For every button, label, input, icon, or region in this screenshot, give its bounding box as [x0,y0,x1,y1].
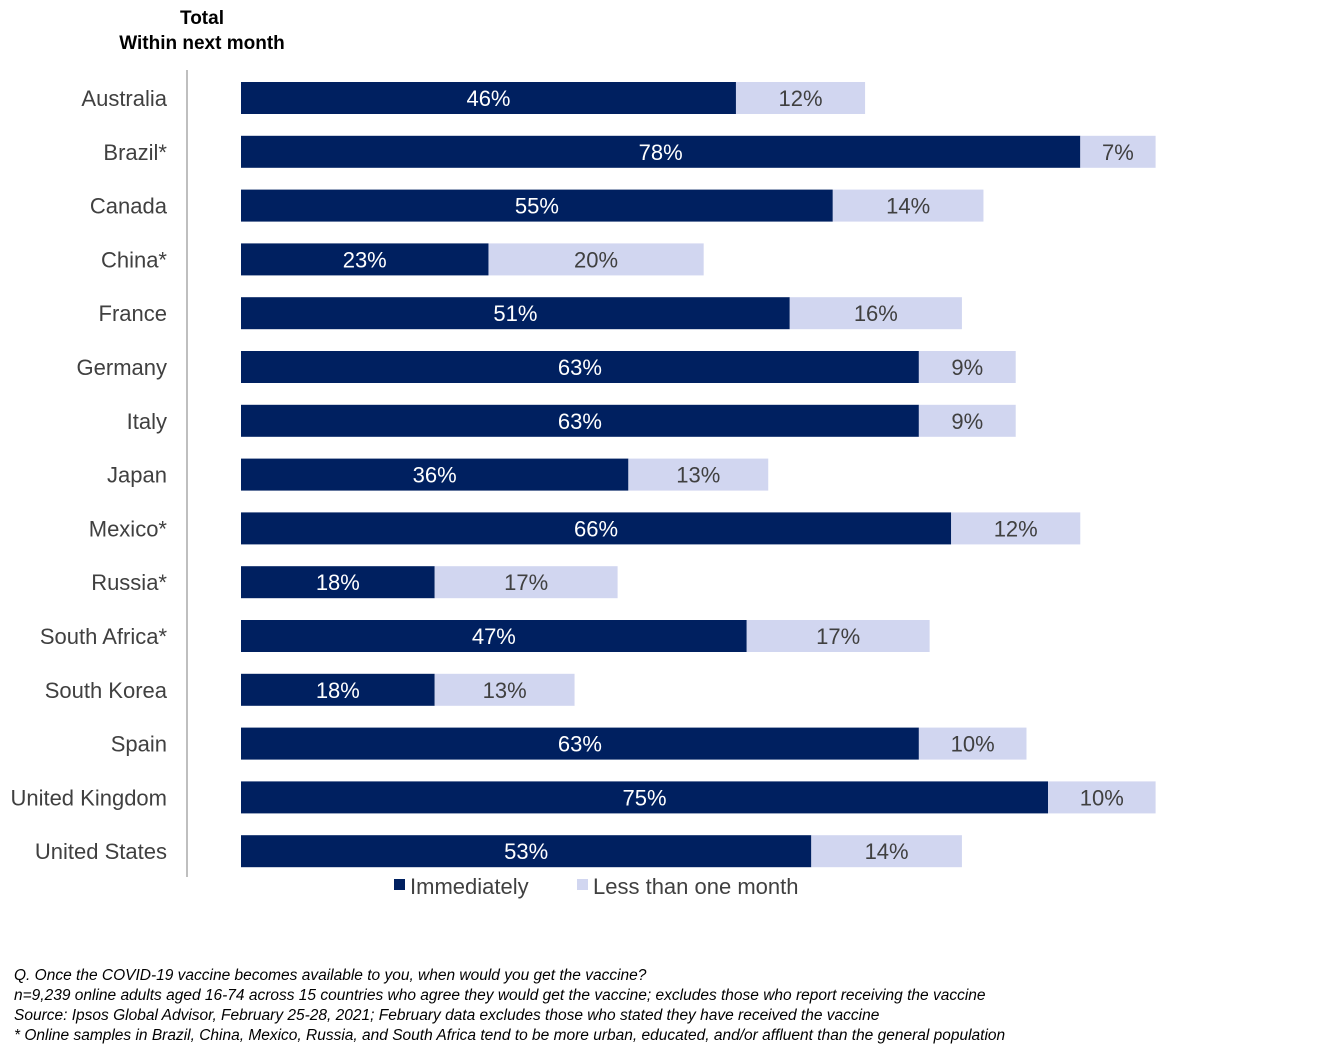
bar-immediately-united-states [241,835,812,868]
data-label-immediately-spain: 63% [558,732,602,757]
data-label-immediately-united-kingdom: 75% [622,785,666,810]
legend-swatch-immediately [394,879,405,890]
data-label-immediately-italy: 63% [558,409,602,434]
chart-header-subtitle: Within next month [119,33,285,54]
footnote-sample: n=9,239 online adults aged 16-74 across … [14,987,986,1004]
bar-immediately-australia [241,82,736,114]
legend-label-less-than-one-month: Less than one month [593,874,798,899]
category-label-south-africa: South Africa* [40,624,168,649]
category-label-south-korea: South Korea [45,678,168,703]
bar-less-than-one-month-united-kingdom [1048,781,1156,814]
stacked-bar-chart: Australia 46% 12% Brazil* 78% 7% Canada 55% 14% C… [10,70,1156,899]
footnote-source: Source: Ipsos Global Advisor, February 2… [14,1007,880,1024]
bar-less-than-one-month-canada [832,189,984,222]
category-label-mexico: Mexico* [89,516,168,541]
bar-immediately-united-kingdom [241,781,1048,814]
data-label-less-than-one-month-russia: 17% [504,570,548,595]
bar-less-than-one-month-united-states [811,835,962,868]
footnote-online-samples: * Online samples in Brazil, China, Mexic… [14,1027,1006,1044]
bar-less-than-one-month-germany [918,351,1016,383]
category-label-russia: Russia* [91,570,167,595]
legend-swatch-less-than-one-month [577,879,588,890]
data-label-immediately-france: 51% [493,301,537,326]
category-label-brazil: Brazil* [103,140,167,165]
bar-less-than-one-month-france [789,297,962,330]
data-label-immediately-mexico: 66% [574,516,618,541]
bar-immediately-south-africa [241,620,747,652]
category-label-spain: Spain [111,732,167,757]
data-label-less-than-one-month-united-states: 14% [865,839,909,864]
data-label-immediately-south-korea: 18% [316,678,360,703]
data-label-less-than-one-month-canada: 14% [886,194,930,219]
bar-less-than-one-month-russia [434,566,618,599]
data-label-less-than-one-month-spain: 10% [951,732,995,757]
data-label-less-than-one-month-brazil: 7% [1102,140,1134,165]
bar-immediately-italy [241,404,919,437]
data-label-less-than-one-month-united-kingdom: 10% [1080,785,1124,810]
category-label-united-states: United States [35,839,167,864]
bar-immediately-japan [241,458,629,491]
bar-immediately-south-korea [241,673,435,706]
bar-immediately-germany [241,351,919,383]
bar-less-than-one-month-australia [735,82,866,114]
bar-less-than-one-month-japan [628,458,769,491]
data-label-immediately-japan: 36% [413,463,457,488]
data-label-less-than-one-month-france: 16% [854,301,898,326]
data-label-immediately-brazil: 78% [639,140,683,165]
bar-immediately-france [241,297,790,330]
data-label-less-than-one-month-italy: 9% [951,409,983,434]
bar-less-than-one-month-south-africa [746,620,930,652]
bar-less-than-one-month-italy [918,404,1016,437]
data-label-less-than-one-month-germany: 9% [951,355,983,380]
bar-immediately-mexico [241,512,952,545]
data-label-less-than-one-month-south-korea: 13% [483,678,527,703]
category-label-japan: Japan [107,463,167,488]
category-label-germany: Germany [77,355,167,380]
data-label-immediately-south-africa: 47% [472,624,516,649]
data-label-immediately-australia: 46% [466,86,510,111]
footnote-question: Q. Once the COVID-19 vaccine becomes ava… [14,967,647,984]
data-label-immediately-canada: 55% [515,194,559,219]
data-label-less-than-one-month-japan: 13% [676,463,720,488]
data-label-immediately-china: 23% [343,247,387,272]
bar-immediately-china [241,243,489,276]
data-label-immediately-germany: 63% [558,355,602,380]
bar-less-than-one-month-south-korea [434,673,575,706]
bar-immediately-canada [241,189,833,222]
data-label-less-than-one-month-mexico: 12% [994,516,1038,541]
data-label-less-than-one-month-china: 20% [574,247,618,272]
data-label-immediately-united-states: 53% [504,839,548,864]
bar-immediately-spain [241,727,919,760]
bar-less-than-one-month-brazil [1080,135,1156,168]
category-label-canada: Canada [90,194,168,219]
data-label-less-than-one-month-australia: 12% [778,86,822,111]
chart-header-total: Total [180,8,224,29]
category-label-united-kingdom: United Kingdom [10,785,167,810]
category-label-china: China* [101,247,167,272]
data-label-immediately-russia: 18% [316,570,360,595]
bar-less-than-one-month-mexico [951,512,1081,545]
bar-less-than-one-month-spain [918,727,1027,760]
bar-immediately-brazil [241,135,1081,168]
category-label-france: France [99,301,167,326]
bar-immediately-russia [241,566,435,599]
category-label-italy: Italy [127,409,167,434]
bar-less-than-one-month-china [488,243,704,276]
data-label-less-than-one-month-south-africa: 17% [816,624,860,649]
footnotes: Q. Once the COVID-19 vaccine becomes ava… [14,966,1314,1046]
legend-label-immediately: Immediately [410,874,529,899]
category-label-australia: Australia [81,86,167,111]
